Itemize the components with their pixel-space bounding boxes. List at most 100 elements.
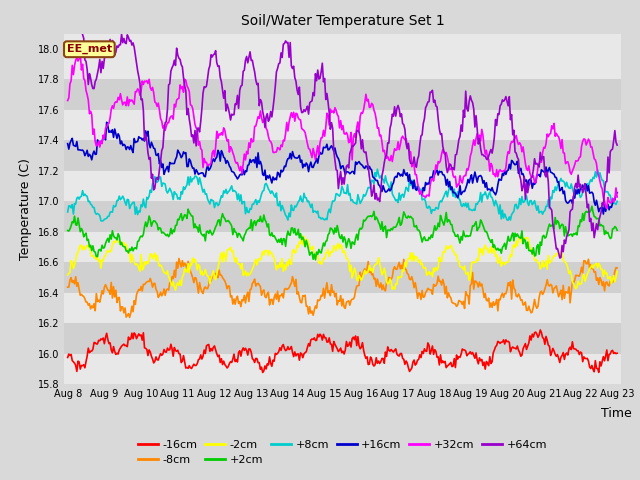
-16cm (64, 355, 72, 360)
+64cm (556, 255, 564, 261)
Y-axis label: Temperature (C): Temperature (C) (19, 158, 32, 260)
+2cm (235, 230, 243, 236)
-2cm (298, 232, 305, 238)
+32cm (236, 168, 244, 174)
-16cm (259, 370, 266, 375)
+2cm (372, 214, 380, 220)
Bar (64, 201, 621, 232)
+8cm (64, 209, 72, 215)
-2cm (613, 268, 621, 274)
-2cm (400, 268, 408, 274)
-2cm (236, 261, 244, 267)
+64cm (468, 100, 476, 106)
+2cm (296, 235, 303, 241)
+64cm (236, 87, 244, 93)
+64cm (613, 142, 621, 148)
Line: -16cm: -16cm (68, 330, 617, 372)
-16cm (235, 349, 243, 355)
Bar (64, 293, 621, 323)
+8cm (297, 193, 305, 199)
+32cm (297, 117, 305, 123)
-16cm (565, 346, 573, 352)
+16cm (399, 173, 406, 179)
+16cm (372, 178, 380, 183)
+8cm (400, 194, 408, 200)
-2cm (470, 260, 477, 265)
+64cm (297, 104, 305, 109)
Bar (64, 171, 621, 201)
+2cm (312, 257, 319, 263)
-16cm (372, 355, 380, 360)
+32cm (613, 194, 621, 200)
+32cm (468, 143, 476, 148)
Bar (64, 354, 621, 384)
+2cm (64, 228, 72, 233)
+2cm (613, 228, 621, 233)
X-axis label: Time: Time (601, 407, 632, 420)
-8cm (175, 256, 183, 262)
Bar (64, 140, 621, 171)
+64cm (372, 191, 380, 196)
-8cm (298, 300, 305, 306)
-8cm (613, 265, 621, 271)
-2cm (64, 272, 72, 278)
-8cm (470, 286, 477, 292)
+8cm (98, 218, 106, 224)
+2cm (468, 223, 476, 229)
+16cm (103, 120, 111, 125)
+16cm (236, 172, 244, 178)
+2cm (588, 204, 596, 209)
Bar (64, 232, 621, 262)
-8cm (237, 304, 244, 310)
Title: Soil/Water Temperature Set 1: Soil/Water Temperature Set 1 (241, 14, 444, 28)
+32cm (564, 159, 572, 165)
+64cm (565, 227, 573, 232)
Line: -2cm: -2cm (68, 235, 617, 290)
+32cm (603, 206, 611, 212)
Bar (64, 110, 621, 140)
+8cm (236, 198, 244, 204)
-8cm (126, 314, 134, 320)
Bar (64, 323, 621, 354)
-2cm (565, 271, 573, 276)
Bar (64, 49, 621, 79)
-16cm (297, 350, 305, 356)
+64cm (399, 120, 406, 126)
+32cm (64, 97, 72, 103)
Line: +16cm: +16cm (68, 122, 617, 214)
-8cm (400, 256, 408, 262)
+8cm (470, 206, 477, 212)
Bar (64, 79, 621, 110)
+2cm (399, 216, 406, 221)
+32cm (372, 117, 380, 122)
-8cm (374, 276, 381, 282)
-16cm (536, 327, 544, 333)
+8cm (565, 185, 573, 191)
+8cm (613, 198, 621, 204)
+16cm (600, 211, 607, 217)
-2cm (374, 260, 381, 266)
Text: EE_met: EE_met (67, 44, 112, 54)
+8cm (372, 174, 380, 180)
+32cm (399, 133, 406, 139)
-16cm (613, 350, 621, 356)
-16cm (399, 356, 406, 361)
Bar (64, 262, 621, 293)
+2cm (564, 233, 572, 239)
Line: -8cm: -8cm (68, 259, 617, 317)
+16cm (564, 200, 572, 206)
+16cm (468, 180, 476, 186)
-8cm (565, 284, 573, 290)
Line: +8cm: +8cm (68, 169, 617, 221)
+8cm (374, 166, 381, 172)
Line: +32cm: +32cm (68, 53, 617, 209)
Line: +2cm: +2cm (68, 206, 617, 260)
-2cm (297, 240, 305, 246)
+16cm (297, 159, 305, 165)
Legend: -16cm, -8cm, -2cm, +2cm, +8cm, +16cm, +32cm, +64cm: -16cm, -8cm, -2cm, +2cm, +8cm, +16cm, +3… (134, 435, 551, 469)
+16cm (613, 190, 621, 195)
-8cm (64, 284, 72, 290)
-2cm (172, 288, 179, 293)
+16cm (64, 141, 72, 146)
+32cm (76, 50, 84, 56)
